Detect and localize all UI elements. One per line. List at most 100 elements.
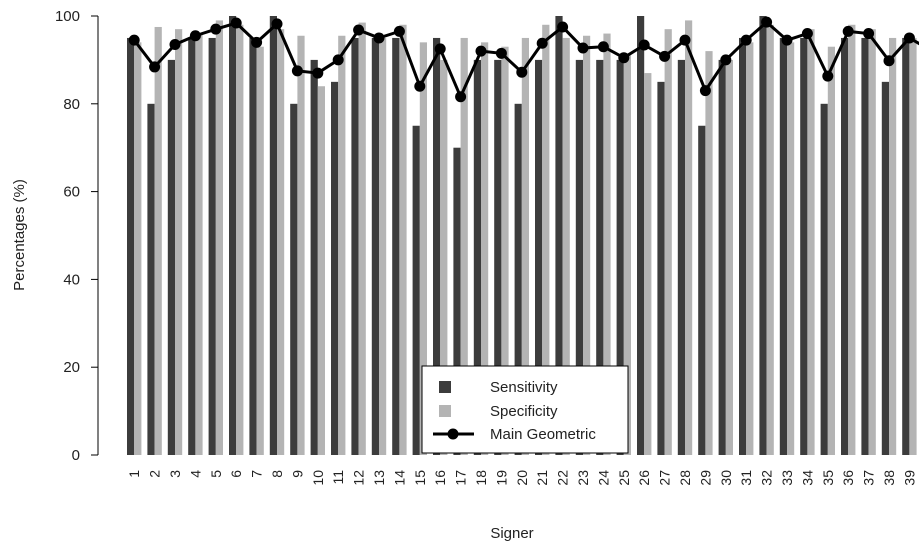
main-geometric-point (434, 43, 446, 55)
sensitivity-bar (616, 59, 624, 456)
sensitivity-bar (351, 37, 359, 455)
x-tick-label: 23 (575, 470, 591, 486)
x-axis-label: Signer (490, 525, 533, 542)
x-tick-label: 10 (310, 470, 326, 486)
main-geometric-point (128, 34, 140, 46)
sensitivity-bar (739, 37, 747, 455)
specificity-bar (297, 35, 305, 455)
main-geometric-point (863, 28, 875, 40)
legend-swatch (439, 381, 451, 393)
specificity-bar (277, 29, 285, 455)
specificity-bar (338, 35, 346, 455)
sensitivity-bar (127, 37, 135, 455)
specificity-bar (583, 35, 591, 455)
specificity-bar (827, 46, 835, 455)
specificity-bar (623, 55, 631, 455)
x-tick-label: 6 (228, 470, 244, 478)
main-geometric-point (495, 47, 507, 59)
bars-layer (127, 16, 917, 456)
sensitivity-bar (412, 125, 420, 455)
specificity-bar (256, 46, 264, 455)
sensitivity-bar (637, 16, 645, 455)
specificity-bar (889, 37, 897, 455)
sensitivity-bar (841, 37, 849, 455)
sensitivity-bar (453, 147, 461, 455)
y-tick-label: 80 (63, 96, 80, 113)
specificity-bar (399, 24, 407, 456)
x-tick-label: 32 (759, 470, 775, 486)
legend: Sensitivity Specificity Main Geometric (421, 365, 629, 454)
sensitivity-bar (698, 125, 706, 455)
x-tick-label: 1 (126, 470, 142, 478)
legend-box (421, 365, 629, 454)
main-geometric-point (883, 55, 895, 67)
specificity-bar (909, 37, 917, 455)
specificity-bar (848, 24, 856, 456)
specificity-bar (644, 73, 652, 455)
specificity-bar (317, 86, 325, 456)
main-geometric-point (536, 37, 548, 49)
main-geometric-point (903, 32, 915, 44)
specificity-bar (705, 51, 713, 456)
specificity-bar (460, 37, 468, 455)
specificity-bar (868, 29, 876, 455)
sensitivity-bar (188, 37, 196, 455)
main-geometric-point (230, 17, 242, 29)
x-tick-label: 8 (269, 470, 285, 478)
x-tick-label: 22 (555, 470, 571, 486)
specificity-bar (501, 46, 509, 455)
y-tick-label: 100 (55, 8, 80, 25)
main-geometric-point (149, 61, 161, 73)
main-geometric-point (801, 28, 813, 40)
main-geometric-point (781, 34, 793, 46)
specificity-bar (521, 37, 529, 455)
main-geometric-point (373, 32, 385, 44)
x-tick-label: 35 (820, 470, 836, 486)
x-tick-label: 38 (881, 470, 897, 486)
y-tick-label: 20 (63, 359, 80, 376)
main-geometric-point (761, 16, 773, 28)
x-tick-label: 5 (208, 470, 224, 478)
x-tick-label: 20 (514, 470, 530, 486)
specificity-bar (787, 42, 795, 456)
main-geometric-point (393, 25, 405, 37)
x-tick-label: 37 (861, 470, 877, 486)
x-tick-label: 39 (901, 470, 917, 486)
main-geometric-point (822, 70, 834, 82)
sensitivity-bar (208, 37, 216, 455)
specificity-bar (807, 29, 815, 455)
sensitivity-bar (657, 81, 665, 455)
sensitivity-bar (596, 59, 604, 456)
main-geometric-line-layer (128, 16, 919, 103)
specificity-bar (725, 59, 733, 456)
main-geometric-point (638, 39, 650, 51)
x-tick-label: 30 (718, 470, 734, 486)
x-tick-label: 9 (289, 470, 305, 478)
specificity-bar (154, 26, 162, 455)
main-geometric-point (720, 54, 732, 66)
x-tick-label: 16 (432, 470, 448, 486)
sensitivity-bar (820, 103, 828, 456)
specificity-bar (379, 37, 387, 455)
sensitivity-bar (473, 59, 481, 456)
specificity-bar (236, 24, 244, 456)
main-geometric-point (618, 52, 630, 64)
legend-label: Main Geometric (490, 426, 596, 443)
y-tick-label: 60 (63, 184, 80, 201)
sensitivity-bar (902, 37, 910, 455)
sensitivity-bar (249, 37, 257, 455)
sensitivity-bar (779, 37, 787, 455)
sensitivity-bar (759, 16, 767, 455)
y-axis: 0 20 40 60 80 100 (55, 8, 99, 464)
sensitivity-bar (147, 103, 155, 456)
sensitivity-bar (718, 59, 726, 456)
specificity-bar (603, 33, 611, 456)
sensitivity-bar (290, 103, 298, 456)
x-tick-label: 14 (391, 470, 407, 486)
sensitivity-bar (800, 37, 808, 455)
sensitivity-bar (861, 37, 869, 455)
specificity-bar (440, 59, 448, 456)
main-geometric-point (659, 50, 671, 62)
y-tick-label: 0 (72, 447, 80, 464)
